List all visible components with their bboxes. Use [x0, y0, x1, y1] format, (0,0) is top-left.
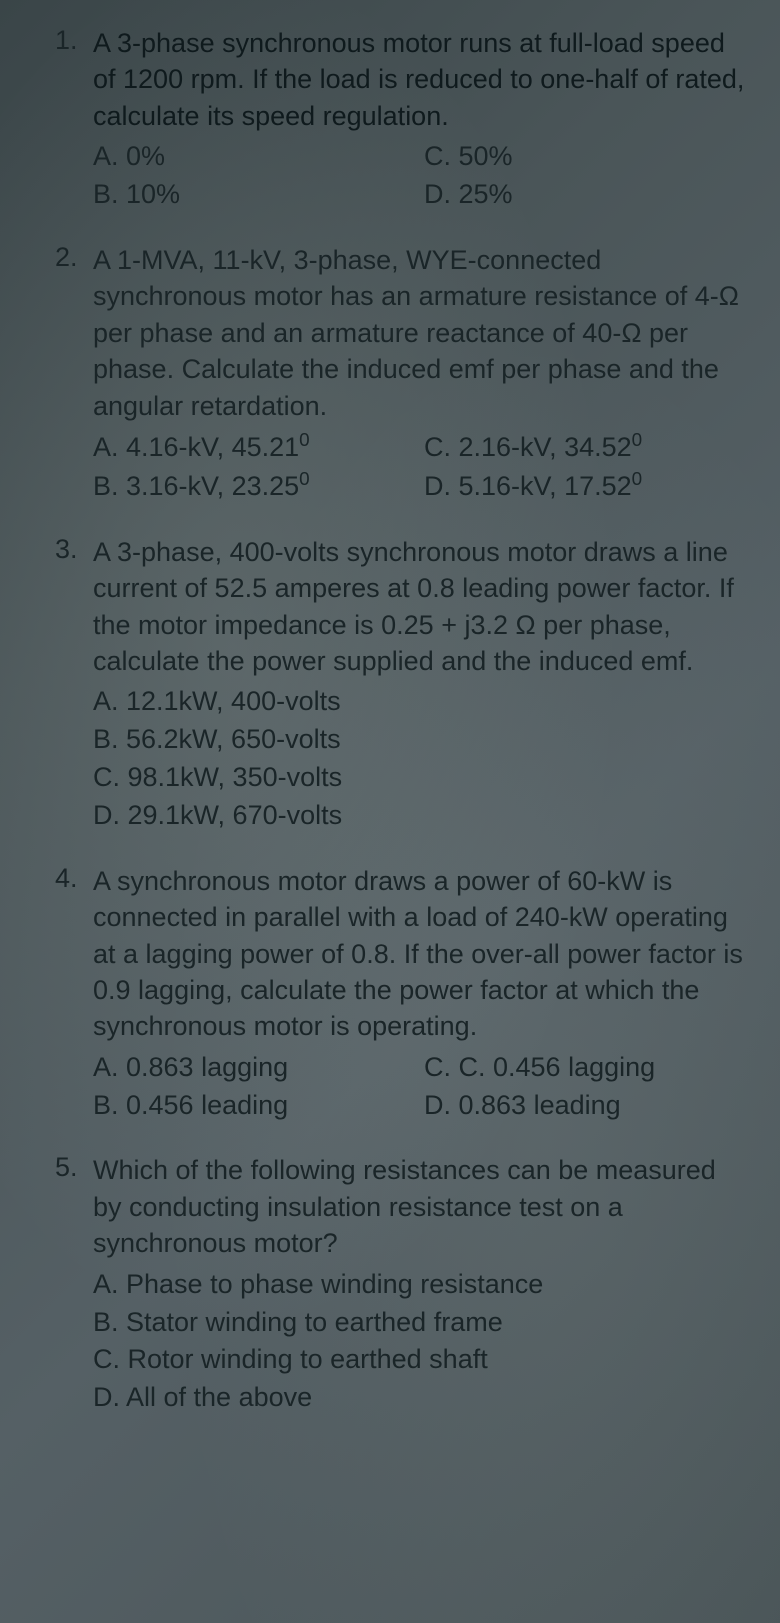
option-d: D. 25%	[424, 176, 745, 214]
question-3: 3. A 3-phase, 400-volts synchronous moto…	[55, 534, 745, 835]
option-b: B. 56.2kW, 650-volts	[93, 721, 745, 759]
option-d: D. All of the above	[93, 1379, 745, 1417]
option-c: C. C. 0.456 lagging	[424, 1049, 745, 1087]
question-number: 4.	[55, 863, 93, 894]
options-stack: A. Phase to phase winding resistance B. …	[93, 1266, 745, 1417]
options-grid: A. 0.863 lagging C. C. 0.456 lagging B. …	[93, 1049, 745, 1125]
option-a: A. 4.16-kV, 45.210	[93, 428, 414, 467]
question-header: 1. A 3-phase synchronous motor runs at f…	[55, 25, 745, 134]
question-header: 3. A 3-phase, 400-volts synchronous moto…	[55, 534, 745, 680]
option-c: C. 50%	[424, 138, 745, 176]
question-number: 1.	[55, 25, 93, 56]
option-a: A. 0.863 lagging	[93, 1049, 414, 1087]
options-stack: A. 12.1kW, 400-volts B. 56.2kW, 650-volt…	[93, 683, 745, 834]
option-d: D. 5.16-kV, 17.520	[424, 467, 745, 506]
options-grid: A. 0% C. 50% B. 10% D. 25%	[93, 138, 745, 214]
option-c: C. 98.1kW, 350-volts	[93, 759, 745, 797]
option-b: B. 0.456 leading	[93, 1087, 414, 1125]
question-text: Which of the following resistances can b…	[93, 1152, 745, 1261]
option-b: B. 10%	[93, 176, 414, 214]
question-text: A 1-MVA, 11-kV, 3-phase, WYE-connected s…	[93, 242, 745, 424]
option-b: B. Stator winding to earthed frame	[93, 1304, 745, 1342]
question-number: 2.	[55, 242, 93, 273]
option-a: A. 0%	[93, 138, 414, 176]
option-c: C. Rotor winding to earthed shaft	[93, 1341, 745, 1379]
option-c: C. 2.16-kV, 34.520	[424, 428, 745, 467]
option-b: B. 3.16-kV, 23.250	[93, 467, 414, 506]
question-header: 5. Which of the following resistances ca…	[55, 1152, 745, 1261]
options-grid: A. 4.16-kV, 45.210 C. 2.16-kV, 34.520 B.…	[93, 428, 745, 506]
option-a: A. Phase to phase winding resistance	[93, 1266, 745, 1304]
question-1: 1. A 3-phase synchronous motor runs at f…	[55, 25, 745, 214]
question-header: 4. A synchronous motor draws a power of …	[55, 863, 745, 1045]
question-number: 5.	[55, 1152, 93, 1183]
question-text: A 3-phase synchronous motor runs at full…	[93, 25, 745, 134]
question-header: 2. A 1-MVA, 11-kV, 3-phase, WYE-connecte…	[55, 242, 745, 424]
question-4: 4. A synchronous motor draws a power of …	[55, 863, 745, 1125]
question-2: 2. A 1-MVA, 11-kV, 3-phase, WYE-connecte…	[55, 242, 745, 506]
question-text: A synchronous motor draws a power of 60-…	[93, 863, 745, 1045]
question-text: A 3-phase, 400-volts synchronous motor d…	[93, 534, 745, 680]
option-d: D. 0.863 leading	[424, 1087, 745, 1125]
option-d: D. 29.1kW, 670-volts	[93, 797, 745, 835]
question-5: 5. Which of the following resistances ca…	[55, 1152, 745, 1417]
option-a: A. 12.1kW, 400-volts	[93, 683, 745, 721]
question-number: 3.	[55, 534, 93, 565]
